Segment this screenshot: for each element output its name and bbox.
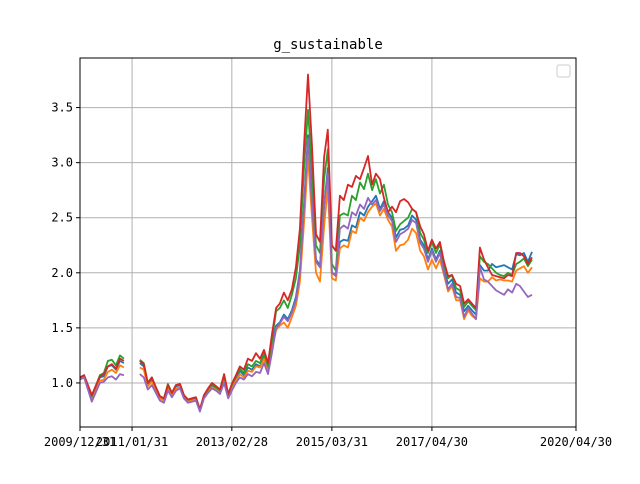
x-tick-label: 2020/04/30 — [540, 435, 612, 449]
series-lines — [79, 73, 533, 413]
series-line-4 — [79, 73, 533, 411]
y-tick-label: 2.0 — [51, 266, 73, 280]
x-tick-label: 2009/12/31 — [44, 435, 116, 449]
legend-box — [556, 64, 571, 78]
y-tick-label: 2.5 — [51, 211, 73, 225]
plot-frame — [79, 57, 577, 428]
series-line-5 — [79, 137, 533, 413]
y-tick-label: 1.0 — [51, 376, 73, 390]
chart-title: g_sustainable — [273, 37, 383, 53]
x-tick-label: 2011/01/31 — [96, 435, 168, 449]
x-tick-label: 2017/04/30 — [396, 435, 468, 449]
x-tick-label: 2013/02/28 — [196, 435, 268, 449]
y-tick-label: 3.0 — [51, 156, 73, 170]
series-line-2 — [79, 156, 533, 412]
y-tick-label: 1.5 — [51, 321, 73, 335]
y-axis: 1.0 1.5 2.0 2.5 3.0 3.5 — [51, 101, 80, 390]
grid — [79, 58, 577, 427]
y-tick-label: 3.5 — [51, 101, 73, 115]
x-tick-label: 2015/03/31 — [296, 435, 368, 449]
